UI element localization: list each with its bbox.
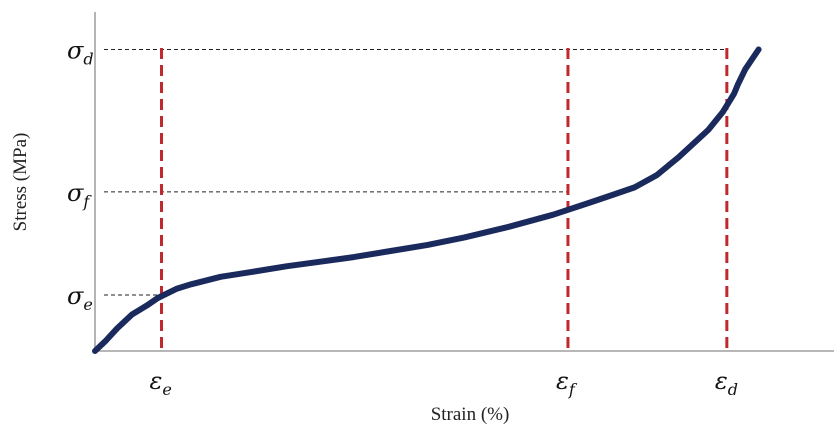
x-axis-title: Strain (%)	[431, 404, 510, 425]
strain-label-d: εd	[715, 367, 738, 399]
strain-label-f: εf	[556, 367, 578, 399]
y-axis-title: Stress (MPa)	[10, 133, 31, 232]
stress-label-f: σf	[67, 179, 92, 211]
stress-label-d: σd	[67, 37, 94, 69]
strain-label-e: εe	[150, 367, 172, 399]
stress-strain-curve	[92, 46, 762, 354]
stress-label-e: σe	[67, 282, 93, 314]
